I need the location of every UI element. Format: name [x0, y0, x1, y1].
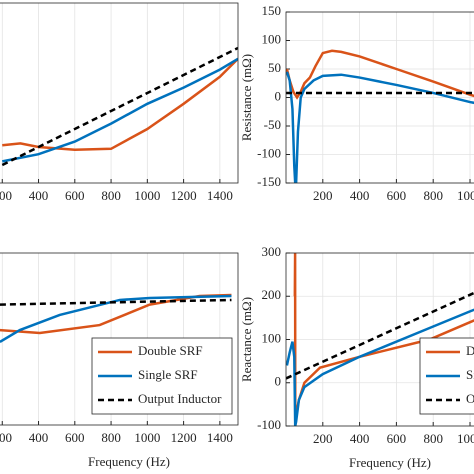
- x-axis-label: Frequency (Hz): [349, 455, 431, 470]
- legend: Double SRF Single SRF Output Inductor: [91, 337, 233, 415]
- x-tick-label: 600: [387, 188, 407, 203]
- x-tick-label: 400: [29, 430, 49, 445]
- x-tick-label: 800: [423, 431, 443, 446]
- x-tick-label: 800: [101, 188, 121, 203]
- legend-label: Double SRF: [138, 343, 203, 358]
- axes-box: [0, 2, 239, 184]
- plot-lines: [286, 253, 474, 426]
- x-tick-label: 1200: [171, 430, 197, 445]
- y-axis-label: Reactance (mΩ): [239, 297, 254, 382]
- x-tick-label: 1000: [134, 188, 160, 203]
- series-line: [1, 46, 238, 167]
- y-tick-label: 200: [262, 287, 282, 302]
- y-tick-label: 300: [262, 244, 282, 259]
- x-tick-label: 200: [313, 188, 333, 203]
- y-tick-label: 100: [262, 31, 282, 46]
- x-tick-label: 200: [0, 188, 12, 203]
- y-tick-label: 0: [275, 374, 282, 389]
- x-tick-label: 600: [65, 430, 85, 445]
- axes-box: [285, 252, 474, 427]
- x-tick-label: 200: [0, 430, 12, 445]
- x-axis-label: Frequency (Hz): [88, 454, 170, 469]
- series-line: [0, 298, 232, 306]
- axes-box: [0, 252, 239, 426]
- plot-lines: [286, 49, 474, 183]
- legend-label: Output Inductor: [466, 391, 474, 406]
- series-line: [286, 71, 474, 183]
- series-line: [286, 49, 474, 100]
- axes-box: [285, 11, 474, 184]
- series-line: [286, 308, 474, 426]
- plot-lines: [0, 293, 232, 343]
- legend-label: Output Inductor: [138, 391, 222, 406]
- series-line: [0, 294, 232, 343]
- legend-label: Single SRF: [466, 367, 474, 382]
- x-tick-label: 800: [423, 188, 443, 203]
- x-tick-label: 1200: [171, 188, 197, 203]
- legend-label: Single SRF: [138, 367, 198, 382]
- x-tick-label: 600: [65, 188, 85, 203]
- x-tick-label: 400: [350, 431, 370, 446]
- x-tick-label: 400: [29, 188, 49, 203]
- y-tick-label: 150: [262, 3, 282, 18]
- series-line: [2, 57, 238, 163]
- x-tick-label: 600: [387, 431, 407, 446]
- x-tick-label: 400: [350, 188, 370, 203]
- legend-label: Double SRF: [466, 343, 474, 358]
- series-line: [2, 57, 238, 151]
- legend: Double SRF Single SRF Output Inductor: [419, 337, 474, 415]
- x-tick-label: 1000: [457, 431, 474, 446]
- y-tick-label: -100: [257, 417, 281, 432]
- x-tick-label: 800: [101, 430, 121, 445]
- y-tick-label: -50: [264, 117, 281, 132]
- y-tick-label: -150: [257, 174, 281, 189]
- x-tick-label: 1400: [207, 188, 233, 203]
- plot-lines: [1, 46, 238, 167]
- y-tick-label: 100: [262, 330, 282, 345]
- x-tick-label: 1000: [457, 188, 474, 203]
- y-tick-label: -100: [257, 145, 281, 160]
- y-tick-label: 0: [275, 88, 282, 103]
- x-tick-label: 1000: [134, 430, 160, 445]
- series-line: [286, 291, 474, 380]
- x-tick-label: 1400: [207, 430, 233, 445]
- y-axis-label: Resistance (mΩ): [239, 54, 254, 141]
- x-tick-label: 200: [313, 431, 333, 446]
- y-tick-label: 50: [268, 60, 281, 75]
